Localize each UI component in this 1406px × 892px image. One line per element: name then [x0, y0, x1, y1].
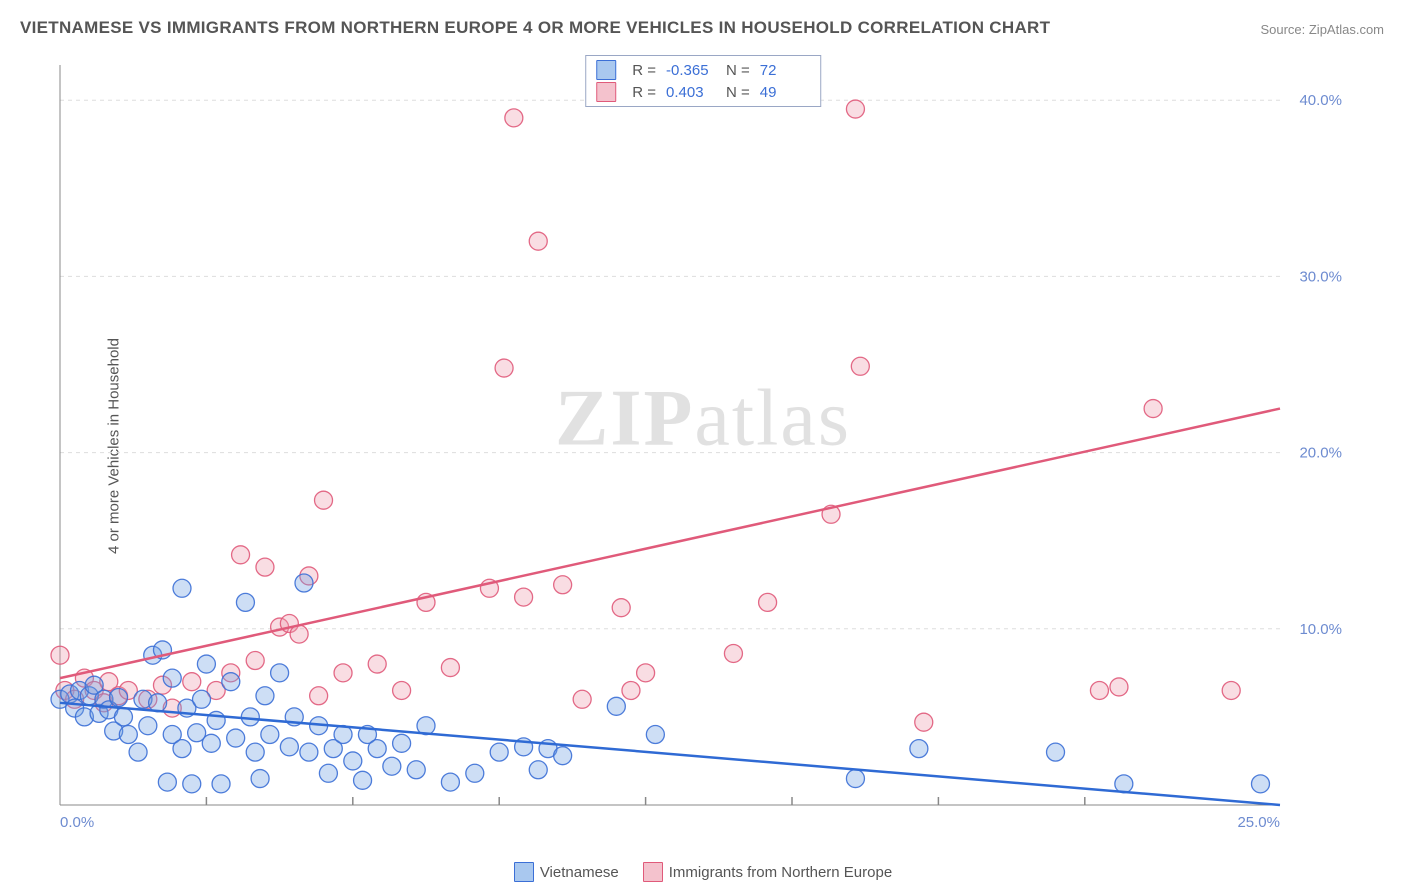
r-value-b: 0.403 [666, 84, 716, 101]
swatch-a [596, 60, 616, 80]
plot-area: 10.0% 20.0% 30.0% 40.0% 0.0% 25.0% [50, 55, 1350, 845]
stats-row-a: R = -0.365 N = 72 [596, 60, 810, 80]
legend-label-a: Vietnamese [540, 864, 619, 881]
stats-row-b: R = 0.403 N = 49 [596, 82, 810, 102]
chart-title: VIETNAMESE VS IMMIGRANTS FROM NORTHERN E… [20, 18, 1050, 38]
r-label: R = [632, 84, 656, 101]
n-value-b: 49 [760, 84, 810, 101]
swatch-b [596, 82, 616, 102]
r-value-a: -0.365 [666, 62, 716, 79]
legend-item-a: Vietnamese [514, 862, 619, 882]
n-label: N = [726, 84, 750, 101]
svg-text:10.0%: 10.0% [1299, 621, 1342, 638]
chart-svg: 10.0% 20.0% 30.0% 40.0% 0.0% 25.0% [50, 55, 1350, 845]
svg-text:30.0%: 30.0% [1299, 268, 1342, 285]
bottom-legend: Vietnamese Immigrants from Northern Euro… [0, 862, 1406, 882]
svg-text:25.0%: 25.0% [1237, 814, 1280, 831]
r-label: R = [632, 62, 656, 79]
svg-text:20.0%: 20.0% [1299, 445, 1342, 462]
swatch-a [514, 862, 534, 882]
stats-box: R = -0.365 N = 72 R = 0.403 N = 49 [585, 55, 821, 107]
legend-item-b: Immigrants from Northern Europe [643, 862, 892, 882]
swatch-b [643, 862, 663, 882]
source-label: Source: ZipAtlas.com [1260, 22, 1384, 37]
svg-text:0.0%: 0.0% [60, 814, 94, 831]
n-label: N = [726, 62, 750, 79]
legend-label-b: Immigrants from Northern Europe [669, 864, 892, 881]
svg-text:40.0%: 40.0% [1299, 92, 1342, 109]
n-value-a: 72 [760, 62, 810, 79]
